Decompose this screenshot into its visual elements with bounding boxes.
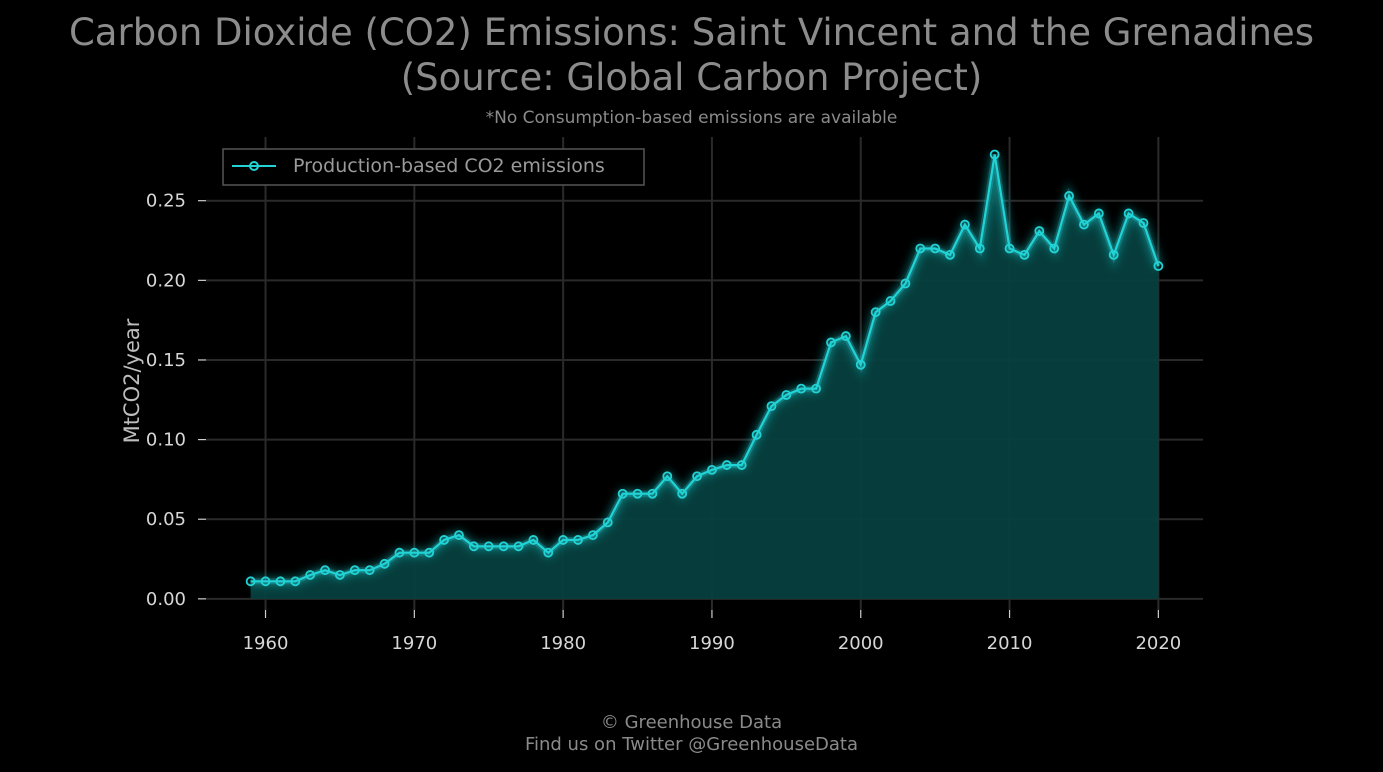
data-point [617,488,628,499]
data-point [335,570,345,580]
series-line [250,154,1160,583]
data-points [245,149,1164,587]
data-point [960,219,970,230]
x-tick-label: 1970 [391,633,437,654]
x-tick-label: 1980 [540,633,586,654]
data-point [781,390,792,400]
data-point [1093,208,1104,219]
data-point [930,243,941,254]
chart-title: Carbon Dioxide (CO2) Emissions: Saint Vi… [0,10,1383,100]
chart-title-line2: (Source: Global Carbon Project) [400,56,983,99]
data-point [513,541,524,552]
y-tick-label: 0.10 [146,430,186,451]
x-tick-label: 2010 [987,633,1033,654]
data-point [766,401,777,412]
chart-subtitle: *No Consumption-based emissions are avai… [485,108,898,128]
data-point [1049,243,1060,254]
data-point [573,535,583,545]
data-point [915,243,926,254]
y-tick-label: 0.15 [146,350,186,371]
legend-box [222,148,645,186]
data-point [796,383,807,394]
data-point [855,359,866,370]
data-point [454,530,464,541]
y-tick-label: 0.05 [146,509,186,530]
data-point [1064,191,1074,201]
x-tick-label: 2000 [838,633,884,654]
data-point [707,464,717,475]
data-point [811,383,822,394]
footer-credit: © Greenhouse Data [600,712,783,733]
data-point [468,541,479,552]
data-point [1079,219,1089,230]
x-tick-label: 1990 [689,633,735,654]
data-point [483,541,494,552]
data-point [379,558,390,569]
data-point [543,547,554,558]
y-tick-label: 0.20 [146,270,186,291]
x-tick-label: 1960 [243,633,289,654]
data-point [989,149,1000,160]
data-point [1034,226,1045,236]
area-layer [250,154,1159,599]
data-point [885,296,896,306]
data-point [870,307,881,318]
data-point [320,565,330,576]
data-point [394,547,405,558]
data-point [1019,249,1030,260]
data-point [1138,218,1149,228]
data-point [826,337,836,348]
data-point [305,570,316,580]
x-tick-label: 2020 [1135,633,1181,654]
series-area [250,154,1159,599]
data-point [736,460,747,470]
data-point [558,535,569,545]
footer-twitter: Find us on Twitter @GreenhouseData [524,734,859,755]
y-axis-label: MtCO2/year [120,318,144,443]
data-point [1004,243,1015,254]
data-point [974,243,985,254]
legend: Production-based CO2 emissions [222,148,645,186]
data-point [275,576,286,587]
data-point [290,576,301,587]
axis-labels: 1960 1970 1980 1990 2000 2010 2020 0.00 0.05 0.10… [146,191,1181,654]
data-point [900,278,911,289]
data-point [632,488,643,499]
line-layer [250,153,1164,587]
data-point [349,565,360,576]
y-tick-label: 0.25 [146,191,186,212]
data-point [439,535,449,545]
data-point [1153,261,1164,271]
chart-title-line1: Carbon Dioxide (CO2) Emissions: Saint Vi… [68,11,1315,54]
data-point [602,517,613,528]
data-point [1123,208,1134,219]
data-point [677,488,688,499]
y-tick-label: 0.00 [146,589,186,610]
data-point [587,530,598,541]
data-point [721,460,732,470]
data-point [424,547,435,558]
data-point [260,576,271,587]
data-point [751,429,762,440]
data-point [1108,249,1119,260]
legend-label: Production-based CO2 emissions [293,155,605,177]
legend-marker-swatch [249,161,259,171]
data-point [647,488,658,499]
data-point [498,541,509,552]
data-point [245,576,256,587]
data-point [662,471,673,482]
data-point [528,535,539,545]
data-point [692,471,702,482]
data-point [409,547,420,558]
data-point [840,331,851,341]
data-point [945,249,955,260]
data-point [364,565,375,576]
